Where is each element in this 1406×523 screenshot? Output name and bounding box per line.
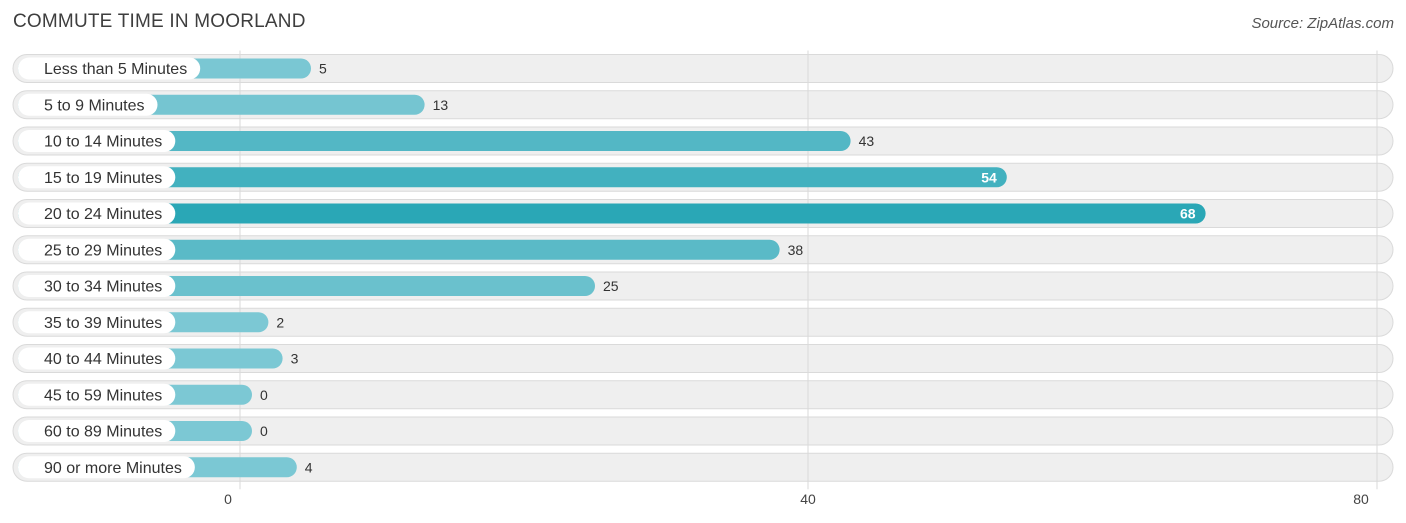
category-label-pill — [18, 420, 176, 442]
category-label: Less than 5 Minutes — [18, 57, 201, 80]
category-label: 90 or more Minutes — [18, 456, 195, 479]
bar-track — [12, 380, 1394, 410]
value-label: 2 — [276, 314, 284, 330]
value-label: 0 — [260, 387, 268, 403]
gridlines — [239, 50, 1378, 490]
value-label: 13 — [433, 97, 449, 113]
category-label-pill — [18, 57, 201, 80]
value-label: 5 — [319, 61, 327, 77]
category-label-text: 5 to 9 Minutes — [44, 97, 145, 114]
tick-label: 80 — [1353, 491, 1369, 507]
category-label-pill — [18, 311, 176, 334]
value-labels: 5 13 43 54 68 38 25 2 3 0 0 4 — [260, 61, 1196, 476]
category-labels: Less than 5 Minutes 5 to 9 Minutes 10 to 1… — [18, 57, 201, 479]
bar-track — [12, 452, 1394, 482]
category-label-pill — [18, 130, 176, 152]
category-label-text: 25 to 29 Minutes — [44, 242, 162, 259]
category-label: 60 to 89 Minutes — [18, 420, 176, 442]
bar-track — [12, 344, 1394, 373]
category-label-pill — [18, 202, 176, 225]
value-label: 54 — [981, 169, 997, 185]
chart-source: Source: ZipAtlas.com — [1251, 15, 1394, 32]
category-label: 5 to 9 Minutes — [18, 93, 158, 116]
bar — [18, 131, 851, 151]
category-label-text: 20 to 24 Minutes — [44, 206, 162, 223]
value-label: 0 — [260, 423, 268, 439]
bar — [18, 203, 1206, 224]
bar-tracks — [12, 54, 1394, 482]
category-label-pill — [18, 347, 176, 370]
bar-track — [12, 54, 1394, 83]
value-label: 43 — [859, 133, 875, 149]
category-label-text: 90 or more Minutes — [44, 460, 182, 477]
category-label-text: 35 to 39 Minutes — [44, 315, 162, 332]
category-label-pill — [18, 275, 176, 297]
category-label-pill — [18, 93, 158, 116]
value-label: 25 — [603, 278, 619, 294]
bar-track — [12, 307, 1394, 337]
tick-label: 40 — [800, 491, 816, 507]
category-label-text: 45 to 59 Minutes — [44, 387, 162, 404]
axis-ticks: 0 40 80 — [224, 491, 1369, 507]
chart-title: COMMUTE TIME IN MOORLAND — [13, 11, 306, 32]
category-label-text: Less than 5 Minutes — [44, 61, 187, 78]
category-label-pill — [18, 166, 176, 189]
category-label: 40 to 44 Minutes — [18, 347, 176, 370]
category-label: 15 to 19 Minutes — [18, 166, 176, 189]
category-label-text: 15 to 19 Minutes — [44, 170, 162, 187]
tick-label: 0 — [224, 491, 232, 507]
category-label: 20 to 24 Minutes — [18, 202, 176, 225]
bar-track — [12, 416, 1394, 446]
value-label: 4 — [305, 459, 313, 475]
bars — [18, 58, 1206, 478]
category-label-text: 10 to 14 Minutes — [44, 134, 162, 151]
category-label: 30 to 34 Minutes — [18, 275, 176, 297]
value-label: 68 — [1180, 206, 1196, 222]
category-label-pill — [18, 383, 176, 406]
category-label: 10 to 14 Minutes — [18, 130, 176, 152]
value-label: 38 — [788, 242, 804, 258]
category-label-text: 40 to 44 Minutes — [44, 351, 162, 368]
category-label: 35 to 39 Minutes — [18, 311, 176, 334]
category-label: 45 to 59 Minutes — [18, 383, 176, 406]
category-label-pill — [18, 238, 176, 261]
bar — [18, 167, 1007, 188]
bar — [18, 239, 780, 260]
category-label-text: 30 to 34 Minutes — [44, 279, 162, 296]
category-label: 25 to 29 Minutes — [18, 238, 176, 261]
category-label-text: 60 to 89 Minutes — [44, 424, 162, 441]
category-label-pill — [18, 456, 195, 479]
value-label: 3 — [291, 351, 299, 367]
